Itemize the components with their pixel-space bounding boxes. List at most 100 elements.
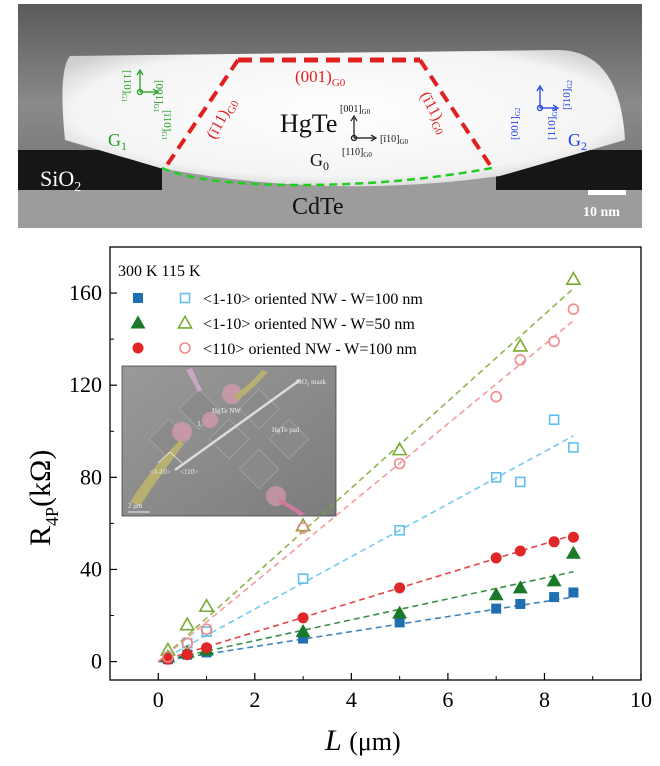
data-point-series-5 xyxy=(393,457,406,470)
sio2-label: SiO2 xyxy=(40,166,81,195)
left-facet-line xyxy=(163,58,240,170)
data-point-series-4 xyxy=(297,612,309,624)
y-tick-label: 40 xyxy=(80,556,102,581)
fit-line-series-4 xyxy=(158,534,574,663)
data-point-series-1 xyxy=(490,472,502,483)
hgte-label: ​HgTe xyxy=(280,109,337,138)
legend-label: <1-10> oriented NW - W=100 nm xyxy=(203,291,423,308)
x-tick-label: 2 xyxy=(249,687,260,712)
x-axis-label: L (μm) xyxy=(324,724,401,757)
x-tick-label: 0 xyxy=(153,687,164,712)
inset-nanowire xyxy=(174,378,301,472)
sem-inset: SiO₂ mask HgTe NW HgTe pad L <1-10> <110… xyxy=(121,365,337,517)
inset-probe-tr xyxy=(186,368,202,392)
data-point-series-0 xyxy=(394,617,405,628)
data-point-series-4 xyxy=(567,531,579,543)
data-point-series-2 xyxy=(512,580,528,594)
sio2-left-block xyxy=(18,150,162,190)
data-point-series-2 xyxy=(546,573,562,587)
x-tick-label: 8 xyxy=(539,687,550,712)
data-point-series-2 xyxy=(565,545,581,559)
inset-l-label: L xyxy=(198,420,202,428)
inset-nw-label: HgTe NW xyxy=(212,407,241,415)
data-point-series-5 xyxy=(181,637,194,649)
g1-axis-c-label: [ī10]G1 xyxy=(160,110,173,140)
y-axis-label: R4P(kΩ) xyxy=(24,450,62,546)
legend-marker-115k xyxy=(177,314,193,329)
x-tick-label: 4 xyxy=(346,687,357,712)
legend-label: <110> oriented NW - W=100 nm xyxy=(203,341,417,358)
inset-probe-top xyxy=(234,370,268,400)
data-point-series-3 xyxy=(179,616,196,631)
data-point-series-3 xyxy=(391,441,408,456)
g2-label: G2 xyxy=(568,130,587,153)
inset-probe-br xyxy=(278,498,305,516)
g2-axes xyxy=(536,84,560,112)
legend: 300 K 115 K <1-10> oriented NW - W=100 n… xyxy=(118,263,423,358)
data-point-series-0 xyxy=(568,587,579,598)
data-point-series-0 xyxy=(515,598,526,609)
data-point-series-2 xyxy=(488,587,504,601)
g1-axes xyxy=(136,68,160,96)
inset-probe-left xyxy=(130,440,184,506)
data-point-series-1 xyxy=(394,524,405,536)
data-point-series-4 xyxy=(181,649,193,661)
legend-marker-115k xyxy=(179,342,191,354)
data-point-series-5 xyxy=(548,335,560,348)
data-point-series-4 xyxy=(201,642,213,654)
inset-dir-a-label: <1-10> xyxy=(150,468,171,476)
data-points xyxy=(159,271,582,665)
fit-line-series-3 xyxy=(157,287,574,663)
legend-header: 300 K 115 K xyxy=(118,263,201,280)
inset-sio2-label: SiO₂ mask xyxy=(296,378,326,386)
g0-axis-out-label: [110]G0 xyxy=(342,147,372,159)
y-tick-label: 80 xyxy=(80,464,102,489)
g2-axis-c-label: [110]G2 xyxy=(546,108,559,140)
legend-marker-300k xyxy=(130,315,146,329)
legend-marker-115k xyxy=(179,292,191,304)
data-point-series-4 xyxy=(162,653,174,665)
cdte-label: CdTe xyxy=(292,194,344,220)
inset-dir-arrows xyxy=(157,451,183,464)
g0-label: G0 xyxy=(310,150,329,173)
legend-label: <1-10> oriented NW - W=50 nm xyxy=(203,316,415,333)
data-point-series-1 xyxy=(515,476,526,488)
fit-line-series-1 xyxy=(157,435,574,663)
inset-dir-b-label: <110> xyxy=(180,468,198,476)
g0-axis-right-label: [ī10]G0 xyxy=(380,134,409,146)
legend-marker-300k xyxy=(133,293,143,303)
right-facet-line xyxy=(418,58,494,170)
data-point-series-5 xyxy=(297,522,309,534)
fit-lines xyxy=(157,287,574,663)
g1-axis-a-label: [001]G1 xyxy=(152,80,165,113)
inset-scale-label: 2 μm xyxy=(128,502,143,510)
top-facet-label: (001)G0 xyxy=(295,67,346,89)
data-point-series-3 xyxy=(565,271,582,285)
data-point-series-5 xyxy=(514,354,527,366)
y-tick-label: 0 xyxy=(91,649,102,674)
data-point-series-0 xyxy=(549,592,560,603)
data-point-series-5 xyxy=(200,623,213,636)
data-point-series-4 xyxy=(394,582,406,594)
g2-axis-a-label: [001]G2 xyxy=(509,107,522,140)
data-point-series-5 xyxy=(162,651,174,663)
x-tick-label: 10 xyxy=(630,687,652,712)
fit-line-series-0 xyxy=(158,596,574,663)
data-point-series-0 xyxy=(491,603,502,614)
data-point-series-5 xyxy=(567,303,580,315)
g1-label: G1 xyxy=(108,130,127,153)
g1-axis-b-label: [110]G1 xyxy=(120,70,133,102)
y-axis: 0 40 80 120 160 xyxy=(69,280,117,674)
data-point-series-2 xyxy=(295,624,311,638)
fit-line-series-2 xyxy=(158,570,574,663)
data-point-series-3 xyxy=(198,598,215,613)
y-tick-label: 160 xyxy=(69,280,102,305)
x-tick-label: 6 xyxy=(442,687,453,712)
inset-contacts xyxy=(172,384,286,506)
hgte-nanowire xyxy=(62,50,626,187)
data-point-series-1 xyxy=(297,573,309,584)
tem-scale-bar xyxy=(588,190,626,195)
cdte-interface-line xyxy=(161,166,493,187)
legend-marker-300k xyxy=(132,342,144,354)
